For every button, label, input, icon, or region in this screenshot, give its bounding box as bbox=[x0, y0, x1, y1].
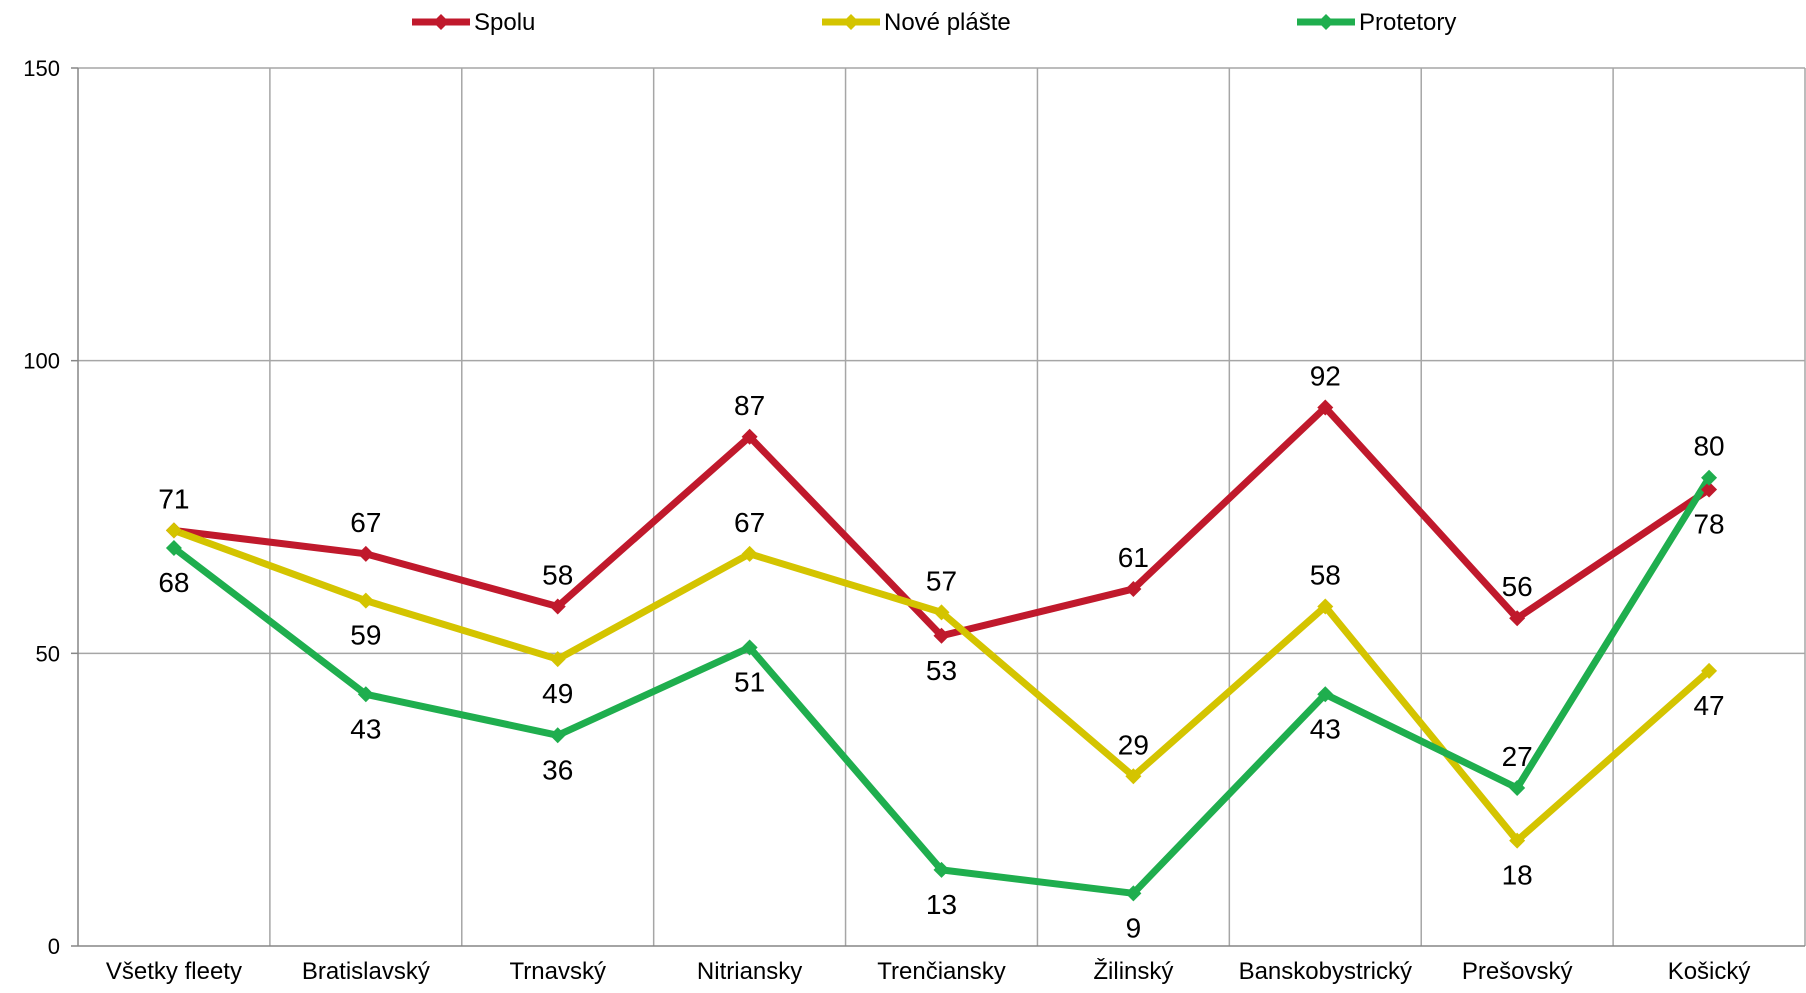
series-1-marker bbox=[933, 604, 950, 621]
data-label: 36 bbox=[542, 754, 573, 785]
data-labels: 7167588753619256787159496757295818476843… bbox=[158, 360, 1724, 943]
x-tick-label: Nitriansky bbox=[697, 958, 802, 985]
series-0-marker bbox=[1317, 399, 1334, 416]
data-label: 56 bbox=[1502, 571, 1533, 602]
legend-item: Spolu bbox=[412, 9, 535, 36]
x-tick-label: Prešovský bbox=[1462, 958, 1573, 985]
series-0-marker bbox=[1701, 481, 1718, 498]
data-label: 78 bbox=[1693, 508, 1724, 539]
series-2-marker bbox=[1125, 885, 1142, 902]
legend-label: Protetory bbox=[1359, 9, 1456, 36]
series-2-marker bbox=[357, 686, 374, 703]
series-0-marker bbox=[1509, 610, 1526, 627]
data-label: 51 bbox=[734, 666, 765, 697]
data-label: 49 bbox=[542, 678, 573, 709]
legend: Spolu Nové plášte Protetory bbox=[412, 9, 1456, 36]
x-tick-label: Trnavský bbox=[509, 958, 605, 985]
data-label: 87 bbox=[734, 390, 765, 421]
grid bbox=[78, 67, 1806, 946]
series-2-marker bbox=[1701, 469, 1718, 486]
legend-item: Protetory bbox=[1297, 9, 1456, 36]
data-label: 9 bbox=[1126, 912, 1142, 943]
data-label: 67 bbox=[734, 507, 765, 538]
data-label: 80 bbox=[1693, 431, 1724, 462]
series bbox=[165, 399, 1718, 902]
data-label: 43 bbox=[350, 713, 381, 744]
legend-marker bbox=[1318, 14, 1334, 30]
data-label: 18 bbox=[1502, 860, 1533, 891]
legend-item: Nové plášte bbox=[822, 9, 1011, 36]
y-tick-label: 100 bbox=[23, 349, 60, 374]
series-2-marker bbox=[741, 639, 758, 656]
x-tick-label: Všetky fleety bbox=[106, 958, 242, 985]
series-2-marker bbox=[549, 727, 566, 744]
series-1-marker bbox=[549, 651, 566, 668]
data-label: 43 bbox=[1310, 713, 1341, 744]
series-1-marker bbox=[357, 592, 374, 609]
x-tick-label: Košický bbox=[1668, 958, 1751, 985]
y-tick-label: 50 bbox=[36, 641, 60, 666]
series-1-marker bbox=[741, 545, 758, 562]
series-line-0 bbox=[173, 403, 1712, 640]
data-label: 29 bbox=[1118, 729, 1149, 760]
data-label: 92 bbox=[1310, 360, 1341, 391]
x-tick-label: Trenčiansky bbox=[877, 958, 1005, 985]
legend-marker bbox=[433, 14, 449, 30]
y-tick-label: 0 bbox=[48, 934, 60, 959]
series-1-marker bbox=[1125, 768, 1142, 785]
data-label: 53 bbox=[926, 655, 957, 686]
axes: 0 50 100 150 Všetky fleety Bratislavský Trnavs… bbox=[23, 56, 1805, 985]
x-tick-label: Žilinský bbox=[1093, 958, 1173, 985]
x-tick-label: Banskobystrický bbox=[1239, 958, 1412, 985]
data-label: 57 bbox=[926, 565, 957, 596]
x-tick-label: Bratislavský bbox=[302, 958, 430, 985]
series-0-marker bbox=[1125, 580, 1142, 597]
legend-label: Spolu bbox=[474, 9, 535, 36]
data-label: 58 bbox=[1310, 560, 1341, 591]
series-2-marker bbox=[1317, 686, 1334, 703]
data-label: 67 bbox=[350, 507, 381, 538]
data-label: 68 bbox=[158, 567, 189, 598]
y-tick-label: 150 bbox=[23, 56, 60, 81]
data-label: 13 bbox=[926, 889, 957, 920]
legend-marker bbox=[843, 14, 859, 30]
series-1-marker bbox=[165, 522, 182, 539]
data-label: 47 bbox=[1693, 690, 1724, 721]
series-1-marker bbox=[1701, 662, 1718, 679]
series-0-marker bbox=[357, 545, 374, 562]
series-2-marker bbox=[165, 539, 182, 556]
data-label: 27 bbox=[1502, 741, 1533, 772]
data-label: 59 bbox=[350, 620, 381, 651]
data-label: 71 bbox=[158, 483, 189, 514]
series-1-marker bbox=[1317, 598, 1334, 615]
series-2-marker bbox=[933, 861, 950, 878]
series-0-marker bbox=[933, 627, 950, 644]
legend-label: Nové plášte bbox=[884, 9, 1011, 36]
series-2-marker bbox=[1509, 779, 1526, 796]
series-0-marker bbox=[741, 428, 758, 445]
series-1-marker bbox=[1509, 832, 1526, 849]
data-label: 71 bbox=[158, 483, 189, 514]
data-label: 58 bbox=[542, 560, 573, 591]
series-0-marker bbox=[549, 598, 566, 615]
data-label: 61 bbox=[1118, 542, 1149, 573]
